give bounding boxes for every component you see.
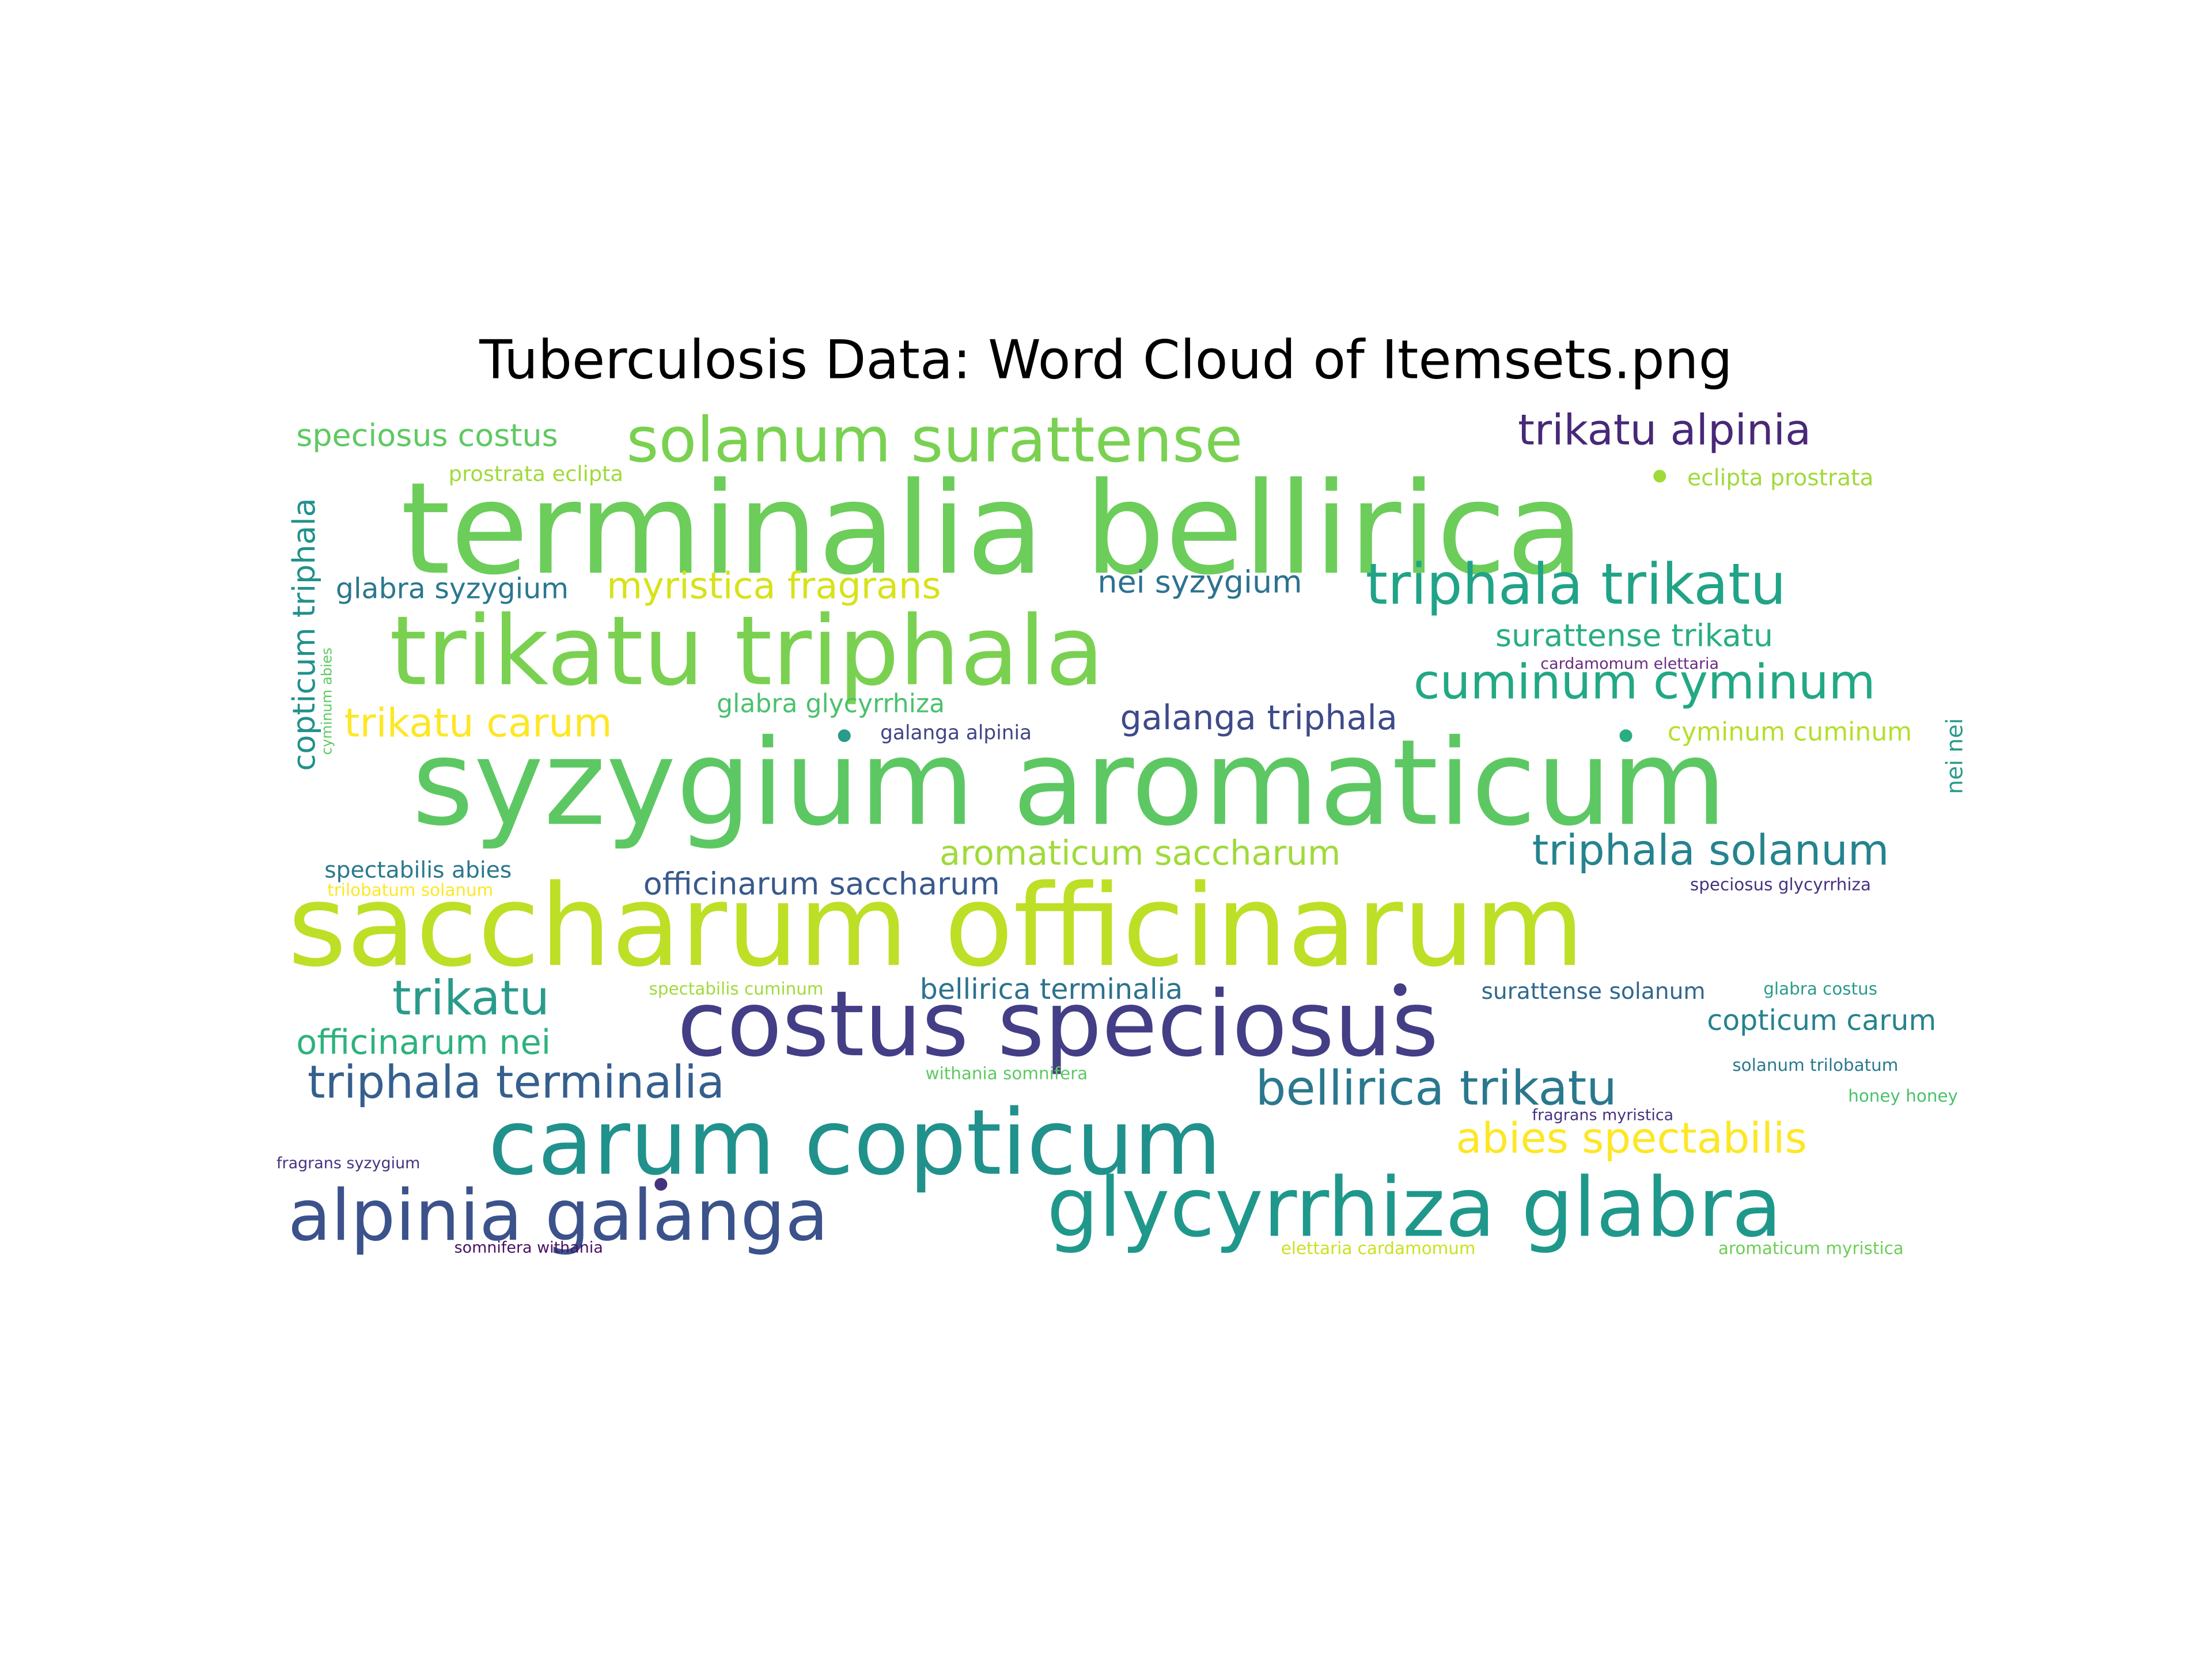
- word-12: triphala terminalia: [307, 1055, 725, 1109]
- word-5: carum copticum: [488, 1092, 1222, 1196]
- word-dot-1: [838, 729, 851, 743]
- word-31: cyminum cuminum: [1667, 718, 1912, 748]
- word-13: triphala solanum: [1532, 827, 1889, 876]
- word-24: surattense trikatu: [1495, 619, 1774, 655]
- word-51: cyminum abies: [320, 647, 336, 755]
- word-43: spectabilis cuminum: [649, 979, 824, 999]
- word-50: somnifera withania: [454, 1238, 603, 1257]
- word-17: myristica fragrans: [607, 566, 941, 608]
- word-10: cuminum cyminum: [1413, 654, 1876, 711]
- word-dot-2: [1619, 729, 1633, 743]
- word-dot-3: [1393, 983, 1407, 996]
- chart-title: Tuberculosis Data: Word Cloud of Itemset…: [479, 328, 1733, 391]
- word-34: eclipta prostrata: [1687, 464, 1874, 491]
- word-19: trikatu: [392, 970, 550, 1027]
- word-18: trikatu carum: [344, 699, 612, 747]
- word-28: glabra syzygium: [335, 571, 569, 605]
- word-15: trikatu alpinia: [1518, 410, 1812, 456]
- word-46: fragrans myristica: [1532, 1106, 1674, 1124]
- word-35: prostrata eclipta: [448, 461, 624, 487]
- word-26: copticum triphala: [287, 498, 323, 771]
- word-29: copticum carum: [1707, 1003, 1937, 1037]
- word-23: nei syzygium: [1097, 566, 1302, 601]
- word-8: solanum surattense: [626, 410, 1243, 477]
- word-42: honey honey: [1848, 1086, 1958, 1107]
- word-7: alpinia galanga: [287, 1175, 829, 1257]
- word-41: solanum trilobatum: [1732, 1055, 1899, 1075]
- word-2: saccharum officinarum: [287, 860, 1585, 992]
- word-49: aromaticum myristica: [1718, 1238, 1904, 1259]
- word-48: elettaria cardamomum: [1281, 1238, 1476, 1259]
- word-25: officinarum saccharum: [643, 868, 1000, 903]
- word-44: trilobatum solanum: [327, 880, 494, 900]
- word-9: triphala trikatu: [1365, 553, 1786, 618]
- word-6: glycyrrhiza glabra: [1047, 1160, 1782, 1256]
- word-40: glabra costus: [1763, 979, 1878, 999]
- word-22: speciosus costus: [296, 419, 558, 454]
- word-dot-4: [654, 1177, 668, 1191]
- word-33: spectabilis abies: [324, 856, 512, 884]
- word-27: bellirica terminalia: [919, 972, 1183, 1006]
- word-16: aromaticum saccharum: [940, 834, 1341, 873]
- word-36: nei nei: [1941, 718, 1968, 794]
- word-38: speciosus glycyrrhiza: [1690, 874, 1871, 895]
- word-4: costus speciosus: [677, 973, 1439, 1078]
- word-14: abies spectabilis: [1456, 1114, 1807, 1164]
- word-20: officinarum nei: [296, 1022, 551, 1063]
- word-3: trikatu triphala: [389, 596, 1104, 709]
- word-cloud: terminalia bellirica syzygium aromaticum s…: [276, 410, 1998, 1271]
- word-21: galanga triphala: [1120, 698, 1397, 738]
- word-39: withania somnifera: [925, 1063, 1088, 1084]
- word-11: bellirica trikatu: [1255, 1060, 1617, 1118]
- word-32: surattense solanum: [1481, 978, 1706, 1005]
- word-0: terminalia bellirica: [400, 456, 1584, 604]
- word-30: glabra glycyrrhiza: [717, 690, 945, 719]
- word-1: syzygium aromaticum: [412, 714, 1727, 853]
- word-dot-0: [1653, 469, 1666, 483]
- word-37: galanga alpinia: [880, 722, 1032, 745]
- word-45: cardamomum elettaria: [1540, 654, 1719, 673]
- word-47: fragrans syzygium: [276, 1154, 421, 1173]
